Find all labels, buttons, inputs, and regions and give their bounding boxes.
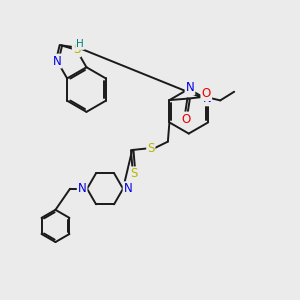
Text: N: N: [186, 81, 194, 94]
Text: H: H: [76, 39, 84, 49]
Text: N: N: [202, 92, 211, 105]
Text: O: O: [182, 112, 191, 125]
Text: O: O: [201, 87, 211, 100]
Text: N: N: [124, 182, 132, 195]
Text: S: S: [147, 142, 154, 155]
Text: N: N: [78, 182, 86, 195]
Text: S: S: [73, 44, 80, 56]
Text: N: N: [53, 55, 62, 68]
Text: S: S: [130, 167, 137, 180]
